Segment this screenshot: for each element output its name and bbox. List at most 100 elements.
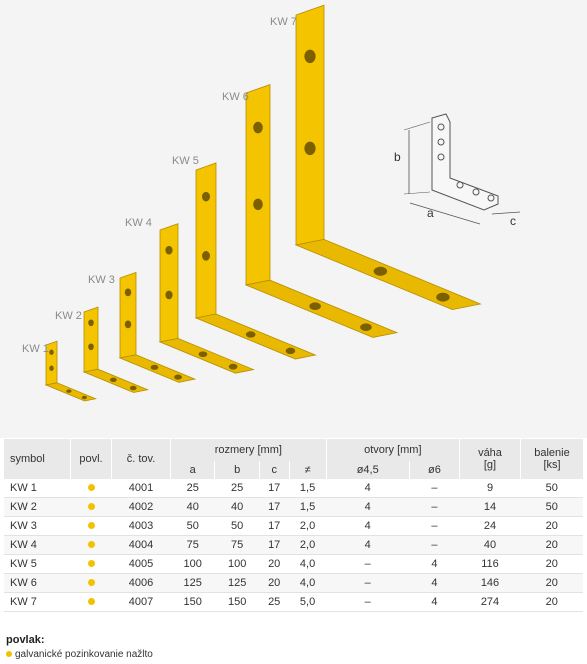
- header-package: balenie [ks]: [520, 439, 583, 479]
- table-row: KW 3 4003 50 50 17 2,0 4–24 20: [4, 516, 583, 536]
- kw-label: KW 7: [270, 16, 297, 28]
- table-row: KW 1 4001 25 25 17 1,5 4–9 50: [4, 479, 583, 498]
- bracket-kw3: [118, 271, 197, 383]
- cell-b: 50: [214, 516, 260, 536]
- cell-weight: 274: [459, 592, 521, 612]
- cell-item-no: 4007: [111, 592, 171, 612]
- cell-hole-45: –: [326, 592, 410, 612]
- cell-item-no: 4002: [111, 497, 171, 517]
- cell-c: 17: [259, 516, 290, 536]
- cell-coating: [70, 497, 112, 517]
- cell-weight: 116: [459, 554, 521, 574]
- coating-dot-icon: [87, 560, 95, 567]
- header-coating: povl.: [70, 439, 112, 479]
- cell-a: 100: [170, 554, 215, 574]
- cell-c: 20: [259, 573, 290, 593]
- header-item-no: č. tov.: [111, 439, 171, 479]
- cell-thickness: 2,0: [289, 516, 327, 536]
- cell-thickness: 4,0: [289, 573, 327, 593]
- cell-c: 17: [259, 497, 290, 517]
- cell-c: 20: [259, 554, 290, 574]
- header-weight: váha [g]: [459, 439, 521, 479]
- cell-symbol: KW 3: [4, 516, 71, 536]
- cell-coating: [70, 573, 112, 593]
- cell-package: 50: [520, 479, 583, 498]
- cell-coating: [70, 535, 112, 555]
- specification-table: symbol povl. č. tov. rozmery [mm] otvory…: [4, 439, 583, 612]
- cell-hole-45: 4: [326, 497, 410, 517]
- table-row: KW 7 4007 150 150 25 5,0–4 274 20: [4, 592, 583, 612]
- cell-symbol: KW 4: [4, 535, 71, 555]
- cell-hole-45: 4: [326, 516, 410, 536]
- cell-hole-6: –: [409, 516, 460, 536]
- cell-weight: 146: [459, 573, 521, 593]
- cell-symbol: KW 1: [4, 479, 71, 498]
- kw-label: KW 4: [125, 217, 152, 229]
- cell-symbol: KW 6: [4, 573, 71, 593]
- cell-thickness: 2,0: [289, 535, 327, 555]
- bracket-kw4: [158, 223, 255, 374]
- cell-hole-6: 4: [409, 554, 460, 574]
- cell-hole-45: –: [326, 573, 410, 593]
- table-row: KW 2 4002 40 40 17 1,5 4–14 50: [4, 497, 583, 517]
- bracket-kw6: [244, 84, 399, 338]
- header-c: c: [258, 461, 290, 479]
- header-hole-6: ø6: [408, 461, 460, 479]
- cell-weight: 24: [459, 516, 521, 536]
- table-row: KW 6 4006 125 125 20 4,0–4 146 20: [4, 573, 583, 593]
- bracket-kw2: [82, 306, 150, 393]
- cell-a: 50: [170, 516, 215, 536]
- cell-package: 20: [520, 554, 583, 574]
- kw-label: KW 1: [22, 343, 49, 355]
- cell-hole-6: 4: [409, 573, 460, 593]
- kw-label: KW 5: [172, 155, 199, 167]
- cell-package: 20: [520, 516, 583, 536]
- kw-label: KW 2: [55, 310, 82, 322]
- header-a: a: [169, 461, 215, 479]
- dimension-b-label: b: [394, 150, 401, 164]
- coating-dot-icon: [87, 484, 95, 491]
- coating-dot-icon: [87, 579, 95, 586]
- cell-item-no: 4006: [111, 573, 171, 593]
- cell-item-no: 4001: [111, 479, 171, 498]
- header-hole-45: ø4,5: [325, 461, 410, 479]
- bracket-illustration: b a c KW 1 KW 2 KW 3 KW 4 KW 5 KW 6 KW 7: [0, 0, 587, 438]
- kw-label: KW 3: [88, 274, 115, 286]
- cell-hole-6: –: [409, 479, 460, 498]
- dimension-diagram: [403, 113, 521, 225]
- coating-dot-icon: [6, 651, 12, 657]
- coating-dot-icon: [87, 598, 95, 605]
- cell-weight: 14: [459, 497, 521, 517]
- header-dimensions: rozmery [mm]: [170, 439, 327, 461]
- cell-item-no: 4004: [111, 535, 171, 555]
- cell-coating: [70, 479, 112, 498]
- cell-hole-6: –: [409, 497, 460, 517]
- cell-hole-6: –: [409, 535, 460, 555]
- coating-legend-text: galvanické pozinkovanie nažlto: [15, 649, 153, 660]
- cell-item-no: 4003: [111, 516, 171, 536]
- cell-package: 50: [520, 497, 583, 517]
- bracket-kw5: [194, 162, 317, 360]
- cell-hole-6: 4: [409, 592, 460, 612]
- cell-hole-45: 4: [326, 479, 410, 498]
- cell-a: 75: [170, 535, 215, 555]
- bracket-kw7: [294, 4, 482, 311]
- kw-label: KW 6: [222, 91, 249, 103]
- cell-thickness: 1,5: [289, 479, 327, 498]
- cell-hole-45: –: [326, 554, 410, 574]
- header-holes: otvory [mm]: [325, 439, 460, 461]
- cell-symbol: KW 7: [4, 592, 71, 612]
- cell-symbol: KW 5: [4, 554, 71, 574]
- table-row: KW 4 4004 75 75 17 2,0 4–40 20: [4, 535, 583, 555]
- header-thickness: ≠: [288, 461, 327, 479]
- coating-dot-icon: [87, 541, 95, 548]
- cell-package: 20: [520, 592, 583, 612]
- cell-coating: [70, 554, 112, 574]
- cell-c: 17: [259, 479, 290, 498]
- cell-coating: [70, 592, 112, 612]
- cell-package: 20: [520, 535, 583, 555]
- dimension-c-label: c: [510, 214, 516, 228]
- header-b: b: [214, 461, 260, 479]
- cell-item-no: 4005: [111, 554, 171, 574]
- cell-b: 125: [214, 573, 260, 593]
